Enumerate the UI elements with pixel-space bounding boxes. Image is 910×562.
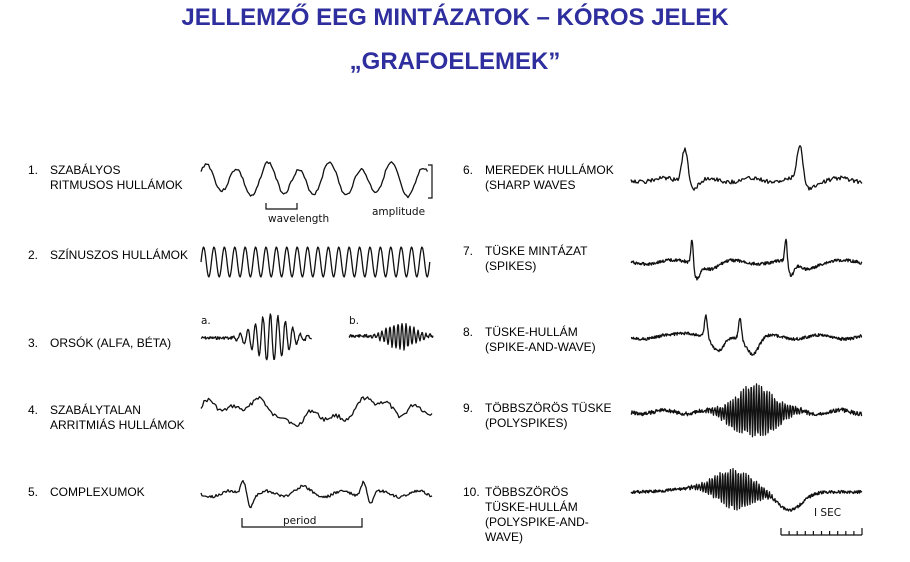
item-number: 1.: [28, 163, 39, 177]
item-label: ORSÓK (ALFA, BÉTA): [50, 336, 172, 350]
item-number: 10.: [463, 485, 480, 499]
item-label: WAVE): [485, 530, 523, 544]
item-label: TÜSKE MINTÁZAT: [485, 244, 588, 258]
waveform-spike-and-wave: [630, 314, 863, 356]
waveform-spikes: [630, 238, 863, 281]
item-number: 3.: [28, 336, 39, 350]
item-label: (SPIKE-AND-WAVE): [485, 340, 596, 354]
spindle-a-label: a.: [201, 315, 211, 327]
page-title: JELLEMZŐ EEG MINTÁZATOK – KÓROS JELEK: [181, 4, 729, 31]
item-number: 5.: [28, 485, 39, 499]
waveform-alpha-spindle: [200, 313, 313, 361]
waveform-sinusoidal: [200, 246, 431, 278]
period-label: period: [283, 515, 316, 527]
item-label: (POLYSPIKES): [485, 416, 568, 430]
item-label: (SPIKES): [485, 259, 537, 273]
item-number: 9.: [463, 401, 474, 415]
item-label: RITMUSOS HULLÁMOK: [50, 178, 183, 192]
page-subtitle: „GRAFOELEMEK”: [349, 48, 561, 75]
waveform-sharp-waves: [630, 145, 863, 191]
item-number: 2.: [28, 248, 39, 262]
period-bracket: [241, 518, 363, 528]
item-number: 6.: [463, 163, 474, 177]
item-label: SZABÁLYOS: [50, 163, 121, 177]
item-number: 4.: [28, 403, 39, 417]
item-label: TÜSKE-HULLÁM: [485, 500, 578, 514]
item-label: TÜSKE-HULLÁM: [485, 325, 578, 339]
time-scale-bar: [780, 528, 863, 536]
item-label: (POLYSPIKE-AND-: [485, 515, 589, 529]
spindle-b-label: b.: [349, 315, 359, 327]
one-second-label: I SEC: [814, 507, 841, 519]
item-number: 8.: [463, 325, 474, 339]
item-label: TÖBBSZÖRÖS: [485, 485, 569, 499]
item-label: COMPLEXUMOK: [50, 485, 145, 499]
waveform-rhythmic: [200, 161, 429, 199]
item-label: ARRITMIÁS HULLÁMOK: [50, 418, 185, 432]
wavelength-bracket: [265, 203, 298, 210]
item-label: SZABÁLYTALAN: [50, 403, 141, 417]
item-label: (SHARP WAVES: [485, 178, 576, 192]
item-label: MEREDEK HULLÁMOK: [485, 163, 614, 177]
amplitude-label: amplitude: [372, 206, 425, 218]
waveform-complexes: [200, 479, 433, 509]
waveform-beta-spindle: [348, 323, 434, 351]
amplitude-bracket: [428, 164, 433, 199]
waveform-irregular: [200, 396, 433, 428]
item-label: SZÍNUSZOS HULLÁMOK: [50, 248, 189, 262]
item-number: 7.: [463, 244, 474, 258]
wavelength-label: wavelength: [268, 213, 329, 225]
waveform-polyspike-and-wave: [630, 467, 863, 512]
item-label: TÖBBSZÖRÖS TÜSKE: [485, 401, 612, 415]
waveform-polyspikes: [630, 383, 863, 438]
